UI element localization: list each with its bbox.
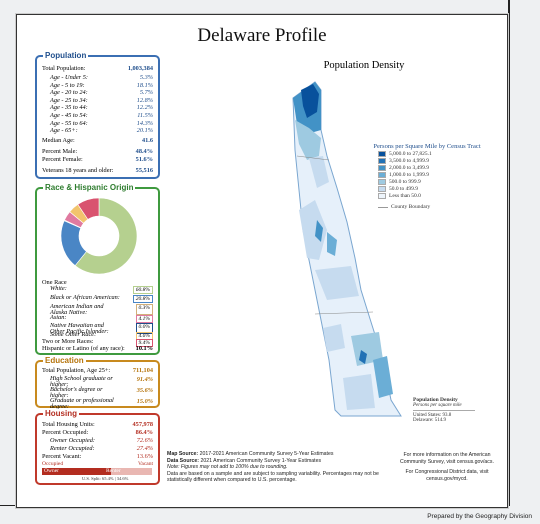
profile-sheet: Delaware Profile Population Total Popula… bbox=[16, 14, 508, 508]
occupancy-bar: Owner Renter bbox=[42, 468, 152, 475]
age-row: Age - 45 to 54: 11.5% bbox=[50, 112, 153, 119]
age-row: Age - 55 to 64: 14.3% bbox=[50, 119, 153, 127]
race-panel: Race & Hispanic Origin One Race White: 60… bbox=[35, 183, 160, 355]
legend-item: 1,000.0 to 1,999.9 bbox=[378, 172, 482, 178]
age-row: Age - 35 to 44: 12.2% bbox=[50, 104, 153, 112]
hispanic-row: Hispanic or Latino (of any race): 10.1% bbox=[42, 345, 153, 352]
map-legend: Persons per Square Mile by Census Tract … bbox=[372, 143, 482, 210]
footer-credit: Prepared by the Geography Division bbox=[427, 513, 532, 520]
page-edge bbox=[508, 0, 510, 505]
donut-slice bbox=[74, 197, 138, 275]
density-map: Population Density bbox=[223, 60, 505, 440]
donut-slice bbox=[77, 197, 100, 220]
density-inset: Population Density Persons per square mi… bbox=[413, 397, 475, 423]
owner-row: Owner Occupied: 72.6% bbox=[50, 437, 153, 444]
graduate-row: Graduate or professional degree: 15.0% bbox=[50, 397, 153, 410]
education-pop-row: Total Population, Age 25+: 711,104 bbox=[42, 367, 153, 374]
race-donut-chart bbox=[60, 197, 138, 275]
race-heading: Race & Hispanic Origin bbox=[43, 183, 136, 192]
occupancy-bar-labels: Occupied Vacant bbox=[42, 461, 153, 467]
renter-bar-label: Renter bbox=[106, 468, 121, 474]
age-row: Age - 65+: 20.1% bbox=[50, 127, 153, 135]
one-race-label: One Race bbox=[42, 279, 67, 286]
legend-item: 3,500.0 to 4,999.9 bbox=[378, 158, 482, 164]
race-row: White: 60.8% bbox=[42, 285, 153, 294]
legend-list: 5,000.0 to 27,825.1 3,500.0 to 4,999.9 2,0… bbox=[372, 151, 482, 199]
education-panel: Education Total Population, Age 25+: 711,… bbox=[35, 356, 160, 410]
county-boundary-key: County Boundary bbox=[378, 204, 482, 210]
veterans-row: Veterans 18 years and older: 55,516 bbox=[42, 167, 153, 174]
age-row: Age - 20 to 24: 5.7% bbox=[50, 89, 153, 97]
race-row: American Indian and Alaska Native: 0.3% bbox=[42, 303, 153, 315]
female-row: Percent Female: 51.6% bbox=[42, 156, 153, 163]
page-title: Delaware Profile bbox=[197, 25, 327, 46]
legend-item: 500.0 to 999.9 bbox=[378, 179, 482, 185]
age-row: Age - Under 5: 5.3% bbox=[50, 74, 153, 81]
legend-item: Less than 50.0 bbox=[378, 193, 482, 199]
race-row: Native Hawaiian and Other Pacific Island… bbox=[42, 322, 153, 334]
age-row: Age - 5 to 19: 18.1% bbox=[50, 81, 153, 89]
delaware-map bbox=[292, 81, 402, 417]
data-source: Data Source: 2021 American Community Sur… bbox=[167, 457, 322, 464]
more-info: For more information on the American Com… bbox=[397, 452, 497, 482]
acs-info: For more information on the American Com… bbox=[400, 452, 494, 465]
population-panel: Population Total Population: 1,003,384 Ag… bbox=[35, 51, 160, 179]
sampling-note: Data are based on a sample and are subje… bbox=[167, 470, 379, 484]
inset-subtitle: Persons per square mile bbox=[413, 403, 462, 408]
map-source: Map Source: 2017-2021 American Community… bbox=[167, 451, 334, 457]
legend-item: 5,000.0 to 27,825.1 bbox=[378, 151, 482, 157]
owner-bar: Owner bbox=[42, 468, 111, 475]
education-heading: Education bbox=[43, 356, 86, 365]
high-school-row: High School graduate or higher: 91.4% bbox=[50, 375, 153, 388]
population-heading: Population bbox=[43, 51, 89, 60]
inset-title: Population Density bbox=[413, 397, 458, 403]
housing-panel: Housing Total Housing Units: 457,978 Perc… bbox=[35, 409, 160, 485]
race-row: Asian: 4.1% bbox=[42, 314, 153, 323]
rounding-note: Note: Figures may not add to 100% due to… bbox=[167, 464, 288, 470]
renter-row: Renter Occupied: 27.4% bbox=[50, 445, 153, 452]
occupied-row: Percent Occupied: 86.4% bbox=[42, 429, 153, 436]
race-row: Black or African American: 20.8% bbox=[42, 294, 153, 303]
cd-info: For Congressional District data, visit c… bbox=[405, 469, 489, 482]
inset-us: United States: 93.8 bbox=[413, 410, 475, 418]
us-split: U.S. Split: 65.4% | 34.6% bbox=[82, 476, 129, 481]
legend-title: Persons per Square Mile by Census Tract bbox=[373, 143, 481, 150]
vacant-row: Percent Vacant: 13.6% bbox=[42, 453, 153, 460]
bachelors-row: Bachelor's degree or higher: 35.6% bbox=[50, 386, 153, 399]
race-row: Two or More Races: 9.4% bbox=[42, 338, 153, 347]
source-notes: Map Source: 2017-2021 American Community… bbox=[167, 451, 397, 484]
male-row: Percent Male: 48.4% bbox=[42, 148, 153, 155]
median-age-row: Median Age: 41.6 bbox=[42, 137, 153, 144]
legend-item: 2,000.0 to 3,499.9 bbox=[378, 165, 482, 171]
age-row: Age - 25 to 34: 12.8% bbox=[50, 96, 153, 104]
housing-units-row: Total Housing Units: 457,978 bbox=[42, 421, 153, 428]
housing-heading: Housing bbox=[43, 409, 79, 418]
map-title: Population Density bbox=[323, 60, 405, 71]
inset-de: Delaware: 514.9 bbox=[413, 418, 447, 423]
total-population-row: Total Population: 1,003,384 bbox=[42, 65, 153, 72]
legend-item: 50.0 to 499.9 bbox=[378, 186, 482, 192]
